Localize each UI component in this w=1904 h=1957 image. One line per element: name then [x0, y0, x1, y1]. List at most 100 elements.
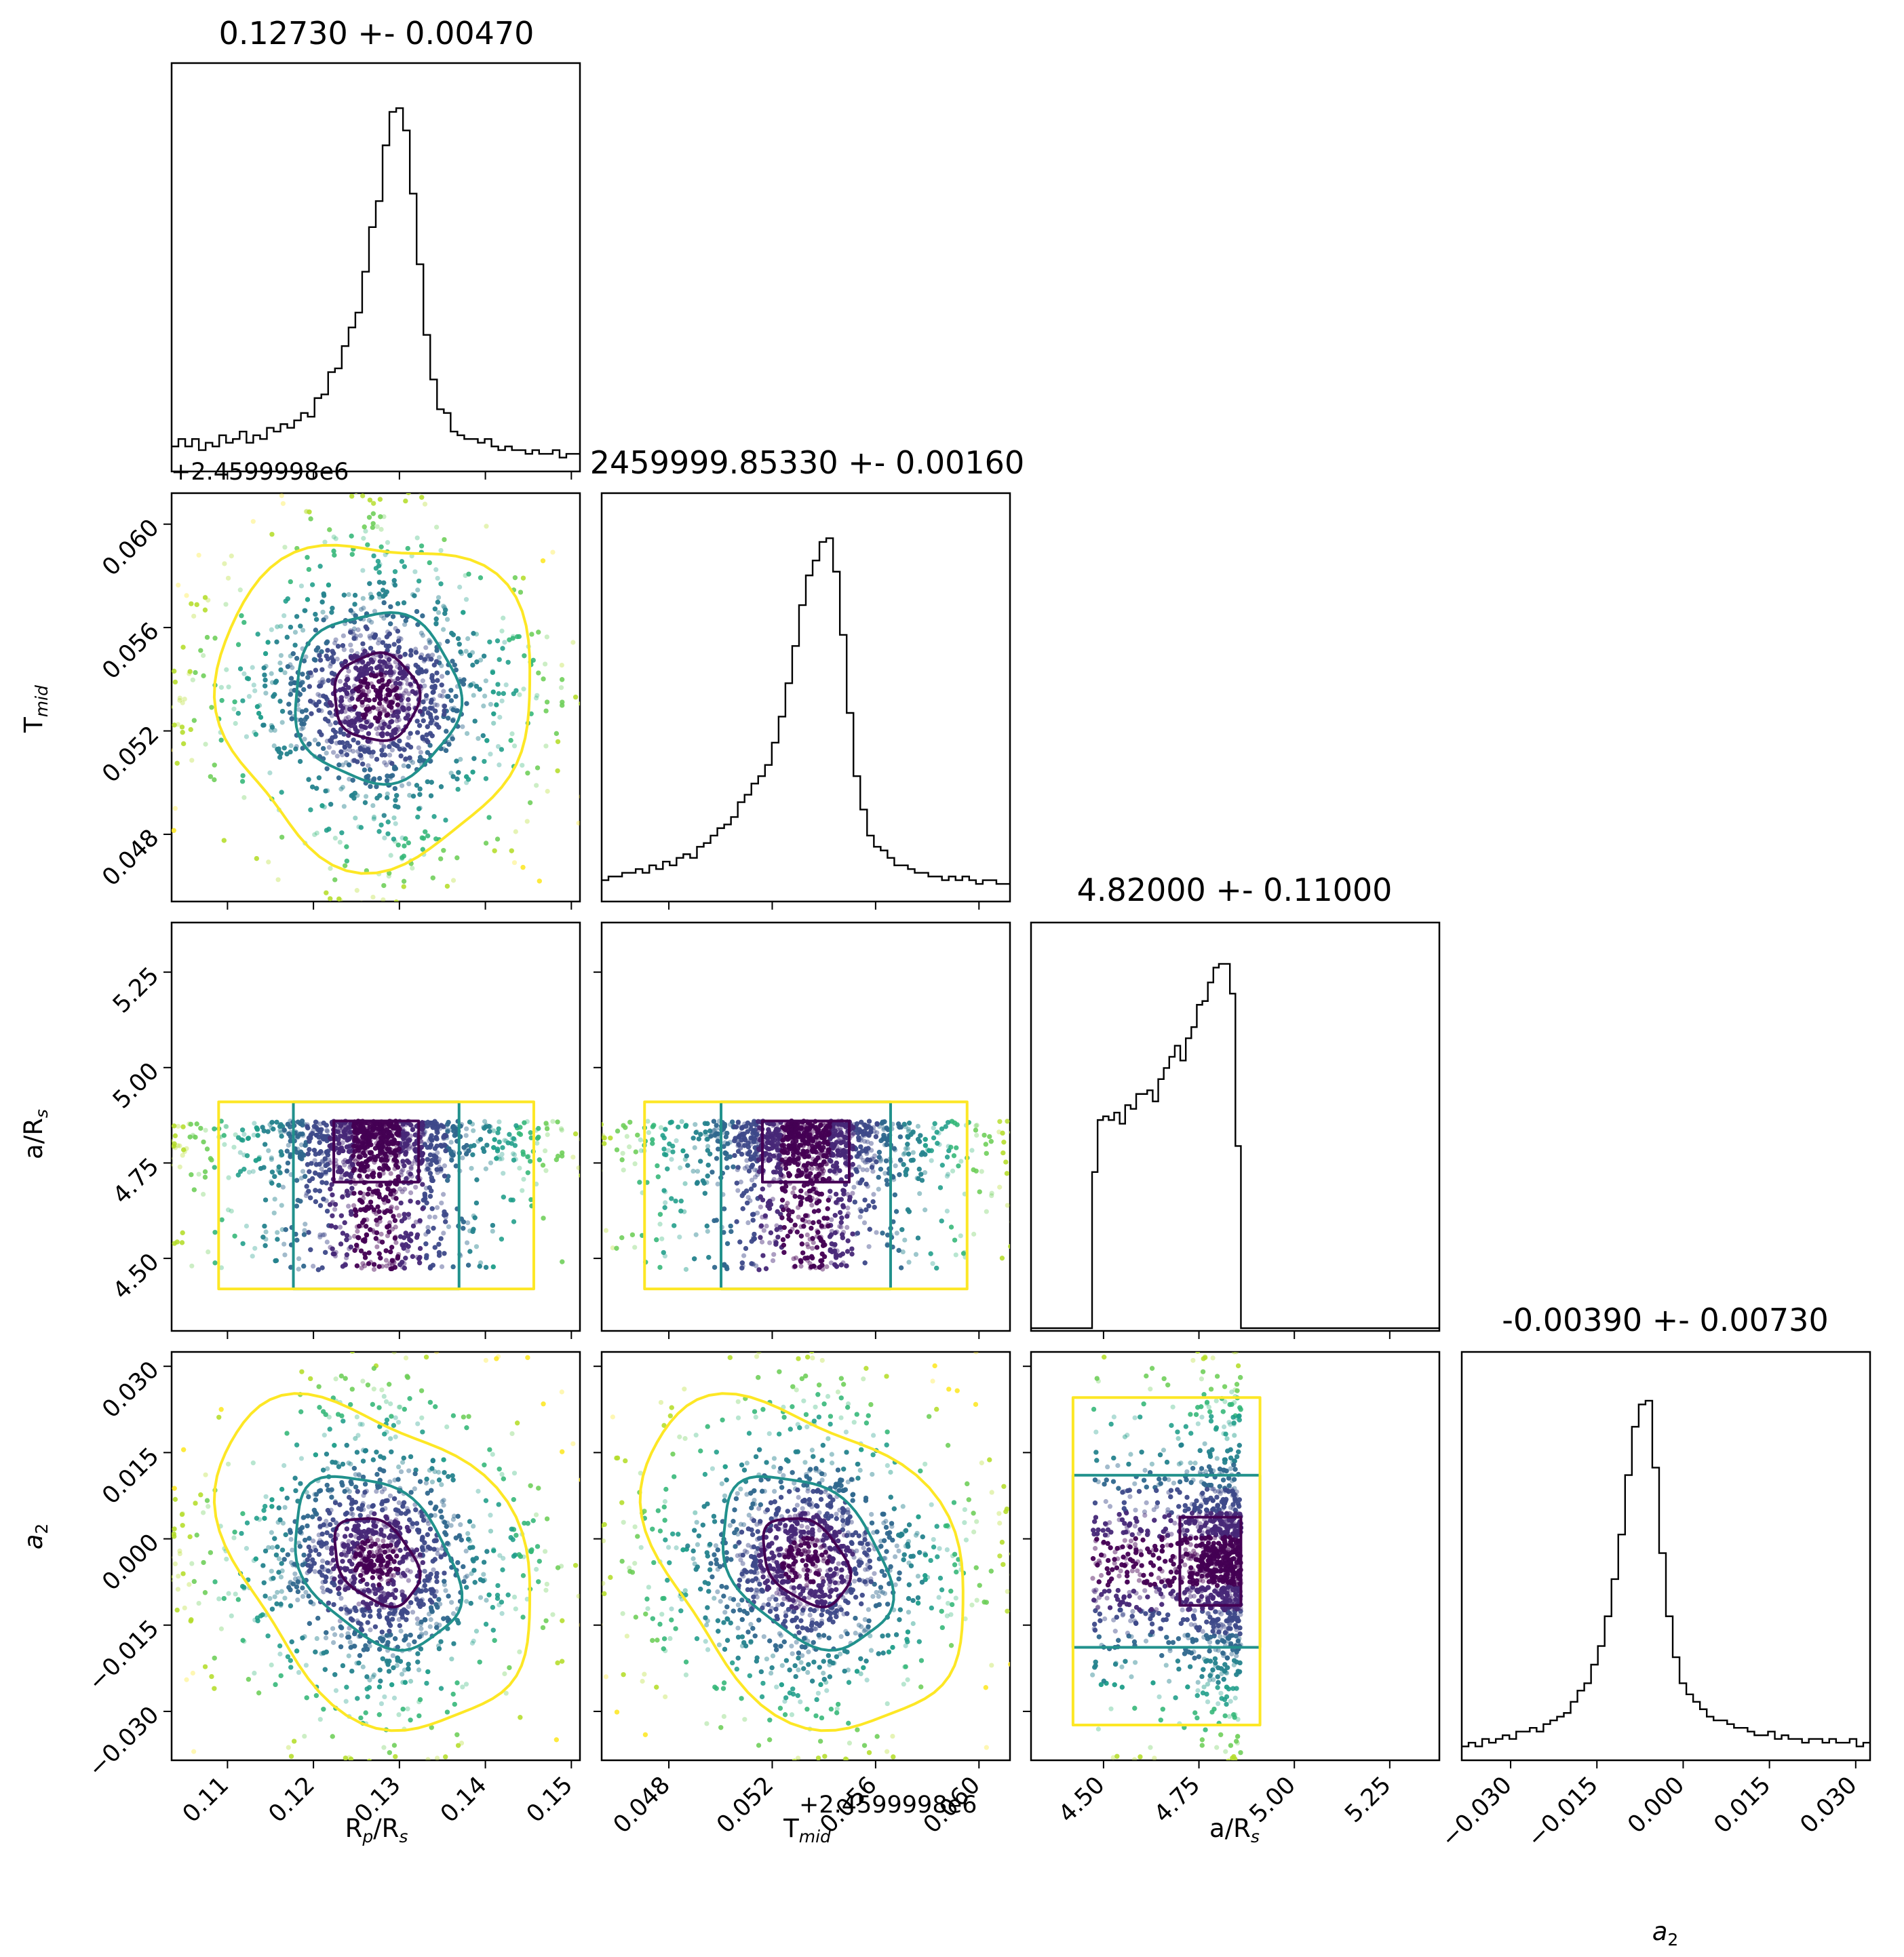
sample-point [444, 883, 450, 889]
sample-point [261, 722, 267, 728]
sample-point [201, 673, 206, 678]
sample-point [518, 484, 522, 488]
sample-point [441, 848, 446, 853]
sample-point [429, 676, 435, 681]
sample-point [309, 711, 314, 716]
sample-point [269, 532, 275, 537]
sample-point [324, 1061, 329, 1066]
sample-point [416, 745, 421, 750]
sample-point [165, 710, 170, 715]
sample-point [371, 501, 376, 506]
sample-point [456, 642, 462, 647]
sample-point [365, 542, 370, 547]
sample-point [204, 634, 210, 640]
sample-point [390, 773, 395, 778]
sample-point [518, 589, 524, 595]
sample-point [483, 776, 489, 781]
sample-point [496, 691, 501, 697]
y-tick-label: 0.048 [97, 824, 164, 891]
sample-point [172, 722, 177, 728]
sample-point [428, 485, 433, 490]
sample-point [288, 579, 293, 585]
sample-point [464, 780, 469, 786]
sample-point [188, 726, 193, 733]
sample-point [483, 776, 489, 781]
sample-point [475, 736, 481, 741]
panel-a2-hist: −0.030 −0.015 0.000 0.015 0.030 [1436, 1351, 1871, 1853]
sample-point [486, 815, 492, 820]
sample-point [294, 614, 300, 619]
sample-point [388, 853, 393, 858]
sample-point [221, 838, 227, 843]
sample-point [596, 498, 600, 503]
sample-point [305, 555, 310, 560]
scatter-points [165, 484, 600, 1066]
sample-point [265, 640, 271, 645]
sample-point [331, 548, 336, 554]
sample-point [278, 623, 284, 629]
sample-point [443, 817, 448, 823]
panel-frame [1030, 921, 1441, 1332]
sample-point [246, 676, 252, 682]
sample-point [329, 610, 334, 615]
sample-point [188, 726, 193, 733]
sample-point [594, 724, 599, 729]
sample-point [438, 581, 444, 587]
sample-point [494, 638, 501, 644]
sample-point [323, 906, 328, 910]
sample-point [405, 545, 410, 551]
sample-point [328, 663, 333, 669]
sample-point [235, 642, 241, 647]
sample-point [376, 829, 382, 834]
sample-point [406, 840, 411, 846]
sample-point [312, 916, 317, 921]
sample-point [255, 632, 260, 637]
sample-point [385, 731, 390, 737]
sample-point [483, 776, 489, 781]
sample-point [401, 884, 406, 889]
sample-point [511, 691, 516, 697]
sample-point [285, 596, 290, 602]
sample-point [370, 511, 376, 516]
sample-point [406, 697, 411, 702]
sample-point [209, 705, 214, 710]
sample-point [167, 747, 172, 752]
sample-point [488, 752, 493, 757]
sample-point [520, 865, 526, 870]
sample-point [239, 613, 244, 619]
sample-point [387, 870, 392, 876]
sample-point [378, 514, 383, 520]
sample-point [253, 732, 258, 737]
sample-point [560, 703, 565, 708]
sample-point [513, 688, 519, 693]
sample-point [402, 843, 407, 849]
sample-point [357, 486, 362, 491]
sample-point [494, 638, 501, 644]
sample-point [525, 771, 530, 776]
sample-point [406, 840, 411, 846]
sample-point [518, 589, 524, 595]
sample-point [172, 679, 178, 685]
sample-point [536, 629, 541, 635]
sample-point [444, 617, 450, 622]
sample-point [445, 638, 450, 644]
sample-point [374, 756, 380, 762]
sample-point [415, 814, 421, 820]
sample-point [541, 676, 546, 682]
sample-point [202, 607, 208, 613]
sample-point [377, 497, 383, 502]
sample-point [315, 741, 321, 747]
sample-point [596, 660, 600, 665]
sample-point [471, 756, 477, 761]
sample-point [359, 912, 364, 916]
sample-point [354, 493, 358, 494]
sample-point [370, 521, 376, 526]
sample-point [496, 691, 501, 697]
sample-point [376, 570, 382, 575]
sample-point [419, 488, 424, 492]
sample-point [572, 695, 579, 700]
sample-point [255, 632, 260, 637]
sample-point [371, 553, 376, 559]
sample-point [202, 607, 208, 613]
panel-rp-hist [170, 62, 581, 480]
